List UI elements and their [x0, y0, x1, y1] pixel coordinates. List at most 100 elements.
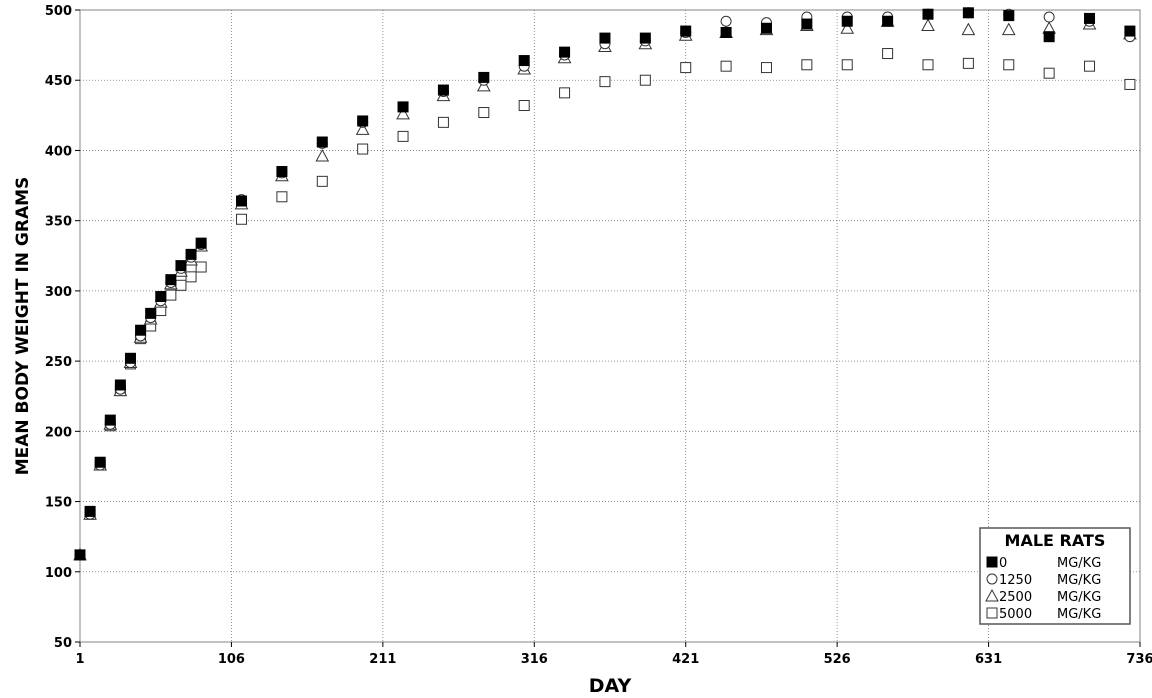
data-point	[175, 260, 187, 272]
data-point	[114, 379, 126, 391]
legend: MALE RATS 0 MG/KG 1250 MG/KG 2500 MG/KG 5000 MG…	[979, 527, 1131, 625]
legend-unit: MG/KG	[1057, 590, 1101, 605]
x-axis-ticks: 1 106 211 316 421 526 631 736	[75, 642, 1152, 667]
y-tick-label: 400	[45, 144, 72, 159]
data-point	[1001, 22, 1016, 36]
data-point	[1003, 59, 1015, 71]
data-point	[599, 76, 611, 88]
data-point	[316, 175, 328, 187]
y-tick-label: 150	[45, 496, 72, 511]
data-point	[961, 22, 976, 36]
legend-marker	[986, 573, 998, 585]
data-point	[720, 26, 732, 38]
x-tick-label: 211	[369, 652, 396, 667]
data-point	[760, 22, 772, 34]
data-point	[559, 46, 571, 58]
plot-area	[79, 9, 1141, 643]
data-point	[195, 237, 207, 249]
data-point	[355, 122, 370, 135]
x-tick-label: 736	[1126, 652, 1152, 667]
legend-dose: 2500	[999, 590, 1032, 605]
data-point	[104, 414, 116, 426]
data-point	[680, 62, 692, 74]
data-point	[801, 59, 813, 71]
data-point	[316, 136, 328, 148]
x-tick-label: 526	[824, 652, 851, 667]
data-point	[518, 100, 530, 112]
data-point	[84, 505, 96, 517]
data-point	[882, 15, 894, 27]
y-axis-ticks: 50 100 150 200 250 300 350 400 450 500	[45, 4, 80, 651]
data-point	[397, 101, 409, 113]
data-point	[1043, 11, 1055, 23]
y-tick-label: 500	[45, 4, 72, 19]
data-point	[841, 59, 853, 71]
data-point	[276, 166, 288, 178]
legend-dose: 0	[999, 556, 1007, 571]
data-point	[720, 60, 732, 72]
data-point	[276, 191, 288, 203]
data-point	[357, 143, 369, 155]
x-tick-label: 106	[218, 652, 245, 667]
y-tick-label: 100	[45, 566, 72, 581]
data-point	[962, 57, 974, 69]
legend-title: MALE RATS	[1005, 531, 1106, 550]
legend-unit: MG/KG	[1057, 607, 1101, 622]
data-point	[396, 106, 410, 120]
y-tick-label: 200	[45, 425, 72, 440]
data-point	[175, 279, 187, 291]
x-tick-label: 316	[521, 652, 548, 667]
legend-entries: 0 MG/KG 1250 MG/KG 2500 MG/KG 5000 MG/KG	[985, 556, 1101, 622]
data-point	[801, 18, 813, 30]
data-point	[185, 271, 197, 283]
data-point	[639, 74, 651, 86]
data-point	[315, 149, 330, 162]
data-point	[74, 549, 86, 561]
data-point	[760, 62, 772, 74]
data-point	[1084, 12, 1096, 24]
data-point	[135, 324, 147, 336]
data-point	[922, 8, 934, 20]
legend-marker	[986, 607, 998, 619]
data-point	[236, 195, 248, 207]
data-point	[94, 456, 106, 468]
data-point	[518, 55, 530, 67]
data-point	[155, 291, 167, 303]
data-point	[882, 48, 894, 60]
legend-dose: 5000	[999, 607, 1032, 622]
data-point	[559, 87, 571, 99]
data-point	[720, 15, 732, 27]
y-tick-label: 50	[54, 636, 72, 651]
y-tick-label: 350	[45, 215, 72, 230]
x-axis-title: DAY	[589, 675, 632, 697]
data-point	[1124, 78, 1136, 90]
data-point	[145, 307, 157, 319]
legend-marker	[986, 556, 998, 568]
data-point	[921, 18, 935, 31]
data-point	[1043, 31, 1055, 43]
data-point	[437, 116, 449, 128]
data-point	[639, 32, 651, 44]
data-point	[841, 15, 853, 27]
data-points	[73, 7, 1137, 561]
data-point	[680, 25, 692, 37]
legend-unit: MG/KG	[1057, 556, 1101, 571]
x-tick-label: 631	[975, 652, 1002, 667]
grid-lines	[79, 9, 1141, 643]
y-axis-title: MEAN BODY WEIGHT IN GRAMS	[13, 177, 33, 476]
data-point	[1124, 25, 1136, 37]
data-point	[840, 21, 855, 34]
y-tick-label: 300	[45, 285, 72, 300]
data-point	[195, 261, 207, 273]
data-point	[124, 352, 136, 364]
data-point	[357, 115, 369, 127]
data-point	[478, 71, 490, 83]
data-point	[922, 59, 934, 71]
legend-marker	[985, 588, 999, 602]
data-point	[478, 107, 490, 119]
data-point	[236, 213, 248, 225]
legend-dose: 1250	[999, 573, 1032, 588]
data-point	[397, 130, 409, 142]
data-point	[1043, 67, 1055, 79]
